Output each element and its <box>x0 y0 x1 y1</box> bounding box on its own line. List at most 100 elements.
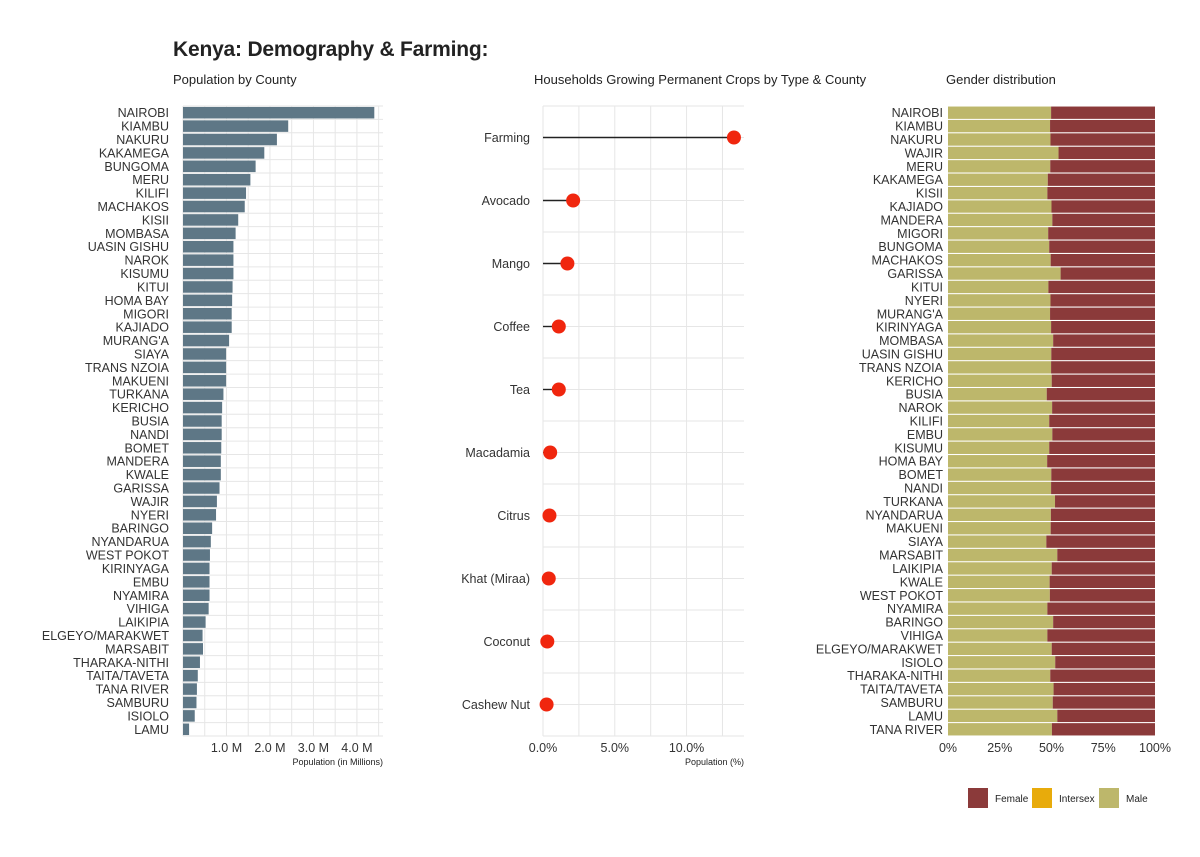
pop-bar-kisii <box>183 214 239 226</box>
pop-label-kisii: KISII <box>142 213 169 227</box>
gender-bar-female-meru <box>1050 160 1155 173</box>
legend-label-male: Male <box>1126 794 1148 805</box>
pop-bar-laikipia <box>183 616 206 628</box>
gender-label-bungoma: BUNGOMA <box>878 240 943 254</box>
gender-bar-male-makueni <box>948 522 1051 535</box>
gender-label-marsabit: MARSABIT <box>879 549 943 563</box>
legend-label-female: Female <box>995 794 1029 805</box>
crop-dot-avocado <box>566 193 581 208</box>
gender-bar-female-machakos <box>1050 253 1155 267</box>
pop-bar-kiambu <box>183 120 289 132</box>
gender-bar-female-garissa <box>1060 267 1155 280</box>
gender-label-kitui: KITUI <box>911 280 943 294</box>
pop-label-west-pokot: WEST POKOT <box>86 549 169 563</box>
pop-label-nyamira: NYAMIRA <box>113 589 170 603</box>
pop-tick-label: 3.0 M <box>298 741 329 755</box>
gender-label-busia: BUSIA <box>905 388 943 402</box>
gender-bar-male-laikipia <box>948 562 1052 575</box>
crop-label-citrus: Citrus <box>497 509 530 523</box>
pop-x-axis-title: Population (in Millions) <box>292 757 383 767</box>
pop-bar-mombasa <box>183 227 236 240</box>
pop-label-murang-a: MURANG'A <box>103 334 170 348</box>
pop-label-marsabit: MARSABIT <box>105 642 169 656</box>
gender-label-mombasa: MOMBASA <box>879 334 944 348</box>
gender-label-kakamega: KAKAMEGA <box>873 173 944 187</box>
gender-bar-male-isiolo <box>948 656 1056 669</box>
pop-label-kajiado: KAJIADO <box>116 321 170 335</box>
gender-bar-female-kilifi <box>1049 414 1155 428</box>
crop-dot-coffee <box>551 319 566 334</box>
gender-bar-male-kisumu <box>948 441 1050 454</box>
gender-bar-male-mombasa <box>948 334 1054 347</box>
pop-label-kisumu: KISUMU <box>120 267 169 281</box>
pop-bar-busia <box>183 415 222 427</box>
gender-label-kajiado: KAJIADO <box>890 200 944 214</box>
pop-label-vihiga: VIHIGA <box>127 602 170 616</box>
gender-bar-male-nyamira <box>948 602 1048 615</box>
pop-bar-makueni <box>183 375 227 387</box>
pop-bar-trans-nzoia <box>183 361 227 374</box>
gender-bar-female-nairobi <box>1051 106 1155 119</box>
gender-label-kirinyaga: KIRINYAGA <box>876 321 944 335</box>
crop-dot-khat-miraa <box>541 571 556 586</box>
pop-label-taita-taveta: TAITA/TAVETA <box>86 669 170 683</box>
gender-label-uasin-gishu: UASIN GISHU <box>862 347 943 361</box>
gender-bar-male-tharaka-nithi <box>948 669 1051 682</box>
gender-label-makueni: MAKUENI <box>886 522 943 536</box>
gender-bar-female-kericho <box>1051 374 1155 387</box>
crop-label-tea: Tea <box>510 383 530 397</box>
pop-label-meru: MERU <box>132 173 169 187</box>
pop-bar-kilifi <box>183 187 247 199</box>
gender-bar-male-busia <box>948 388 1047 401</box>
crop-label-mango: Mango <box>492 257 530 271</box>
gender-bar-male-trans-nzoia <box>948 361 1052 374</box>
gender-bar-female-elgeyo-marakwet <box>1051 642 1155 656</box>
crop-dot-mango <box>560 256 575 271</box>
pop-bar-wajir <box>183 495 217 508</box>
pop-bar-migori <box>183 308 232 320</box>
gender-label-laikipia: LAIKIPIA <box>892 562 943 576</box>
pop-label-wajir: WAJIR <box>131 495 169 509</box>
gender-label-kisumu: KISUMU <box>894 441 943 455</box>
crop-label-khat-miraa: Khat (Miraa) <box>461 572 530 586</box>
pop-label-mombasa: MOMBASA <box>105 227 170 241</box>
pop-label-laikipia: LAIKIPIA <box>118 616 169 630</box>
pop-label-samburu: SAMBURU <box>106 696 169 710</box>
gender-bar-male-kitui <box>948 280 1049 294</box>
pop-bar-kwale <box>183 468 221 481</box>
gender-label-kericho: KERICHO <box>886 374 943 388</box>
gender-label-kilifi: KILIFI <box>910 415 943 429</box>
pop-bar-tharaka-nithi <box>183 656 200 669</box>
gender-label-taita-taveta: TAITA/TAVETA <box>860 683 944 697</box>
pop-label-elgeyo-marakwet: ELGEYO/MARAKWET <box>42 629 169 643</box>
gender-bar-female-bungoma <box>1049 240 1155 253</box>
pop-bar-mandera <box>183 455 221 467</box>
gender-bar-male-kwale <box>948 575 1050 589</box>
pop-bar-narok <box>183 254 234 266</box>
pop-bar-nakuru <box>183 133 277 146</box>
gender-bar-female-mandera <box>1052 213 1155 227</box>
legend-key-intersex <box>1032 788 1052 808</box>
pop-label-tharaka-nithi: THARAKA-NITHI <box>73 656 169 670</box>
gender-bar-male-garissa <box>948 267 1061 280</box>
pop-bar-siaya <box>183 348 227 360</box>
pop-bar-uasin-gishu <box>183 240 234 253</box>
gender-bar-female-kisii <box>1047 186 1155 200</box>
gender-label-samburu: SAMBURU <box>880 696 943 710</box>
gender-bar-male-vihiga <box>948 629 1048 642</box>
gender-tick-label: 0% <box>939 741 957 755</box>
gender-bar-female-kitui <box>1048 280 1155 294</box>
crop-label-avocado: Avocado <box>482 194 530 208</box>
pop-bar-nairobi <box>183 106 375 119</box>
gender-label-isiolo: ISIOLO <box>901 656 943 670</box>
gender-bar-female-uasin-gishu <box>1051 347 1155 361</box>
gender-bar-female-nyamira <box>1047 602 1155 615</box>
gender-label-trans-nzoia: TRANS NZOIA <box>859 361 944 375</box>
pop-label-bomet: BOMET <box>125 441 170 455</box>
pop-bar-bomet <box>183 442 222 454</box>
gender-bar-male-meru <box>948 160 1051 173</box>
gender-bar-female-lamu <box>1057 709 1155 723</box>
gender-label-kwale: KWALE <box>900 575 943 589</box>
gender-bar-male-kiambu <box>948 119 1051 133</box>
